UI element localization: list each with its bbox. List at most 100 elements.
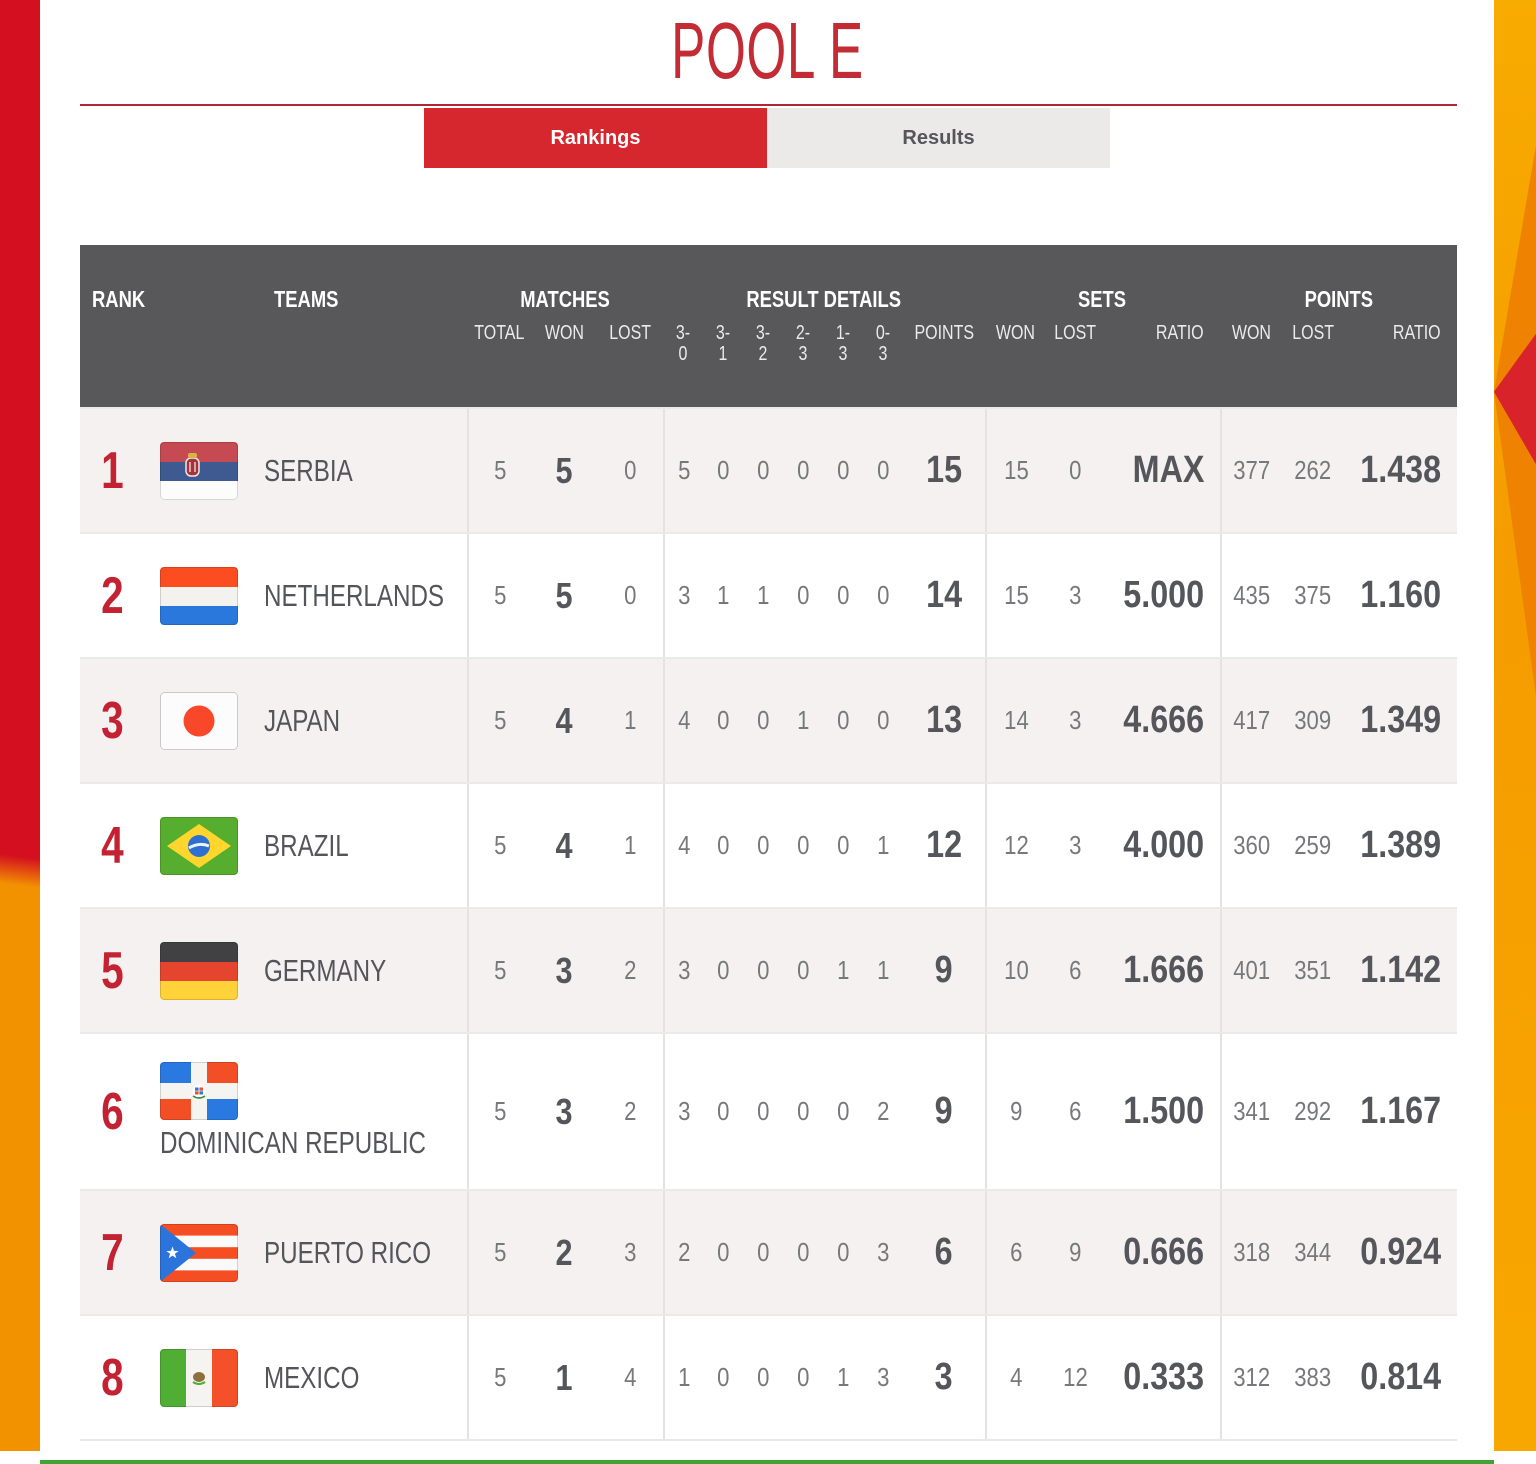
points-lost-cell: 309 <box>1294 705 1332 735</box>
result-3-0-cell: 3 <box>663 909 703 1032</box>
result-points-cell: 13 <box>926 699 962 741</box>
flag-japan-icon <box>160 691 238 750</box>
points-won-cell: 435 <box>1220 534 1282 657</box>
points-lost-cell: 351 <box>1294 955 1332 985</box>
points-won-cell: 318 <box>1220 1191 1282 1314</box>
header-matches-lost: LOST <box>609 322 651 344</box>
result-0-3-cell: 1 <box>876 830 890 860</box>
matches-total-cell: 5 <box>467 784 532 907</box>
header-group-result-details: RESULT DETAILS <box>746 285 902 312</box>
team-name: DOMINICAN REPUBLIC <box>160 1125 427 1160</box>
tab-results[interactable]: Results <box>767 108 1110 168</box>
points-lost-cell: 262 <box>1294 455 1332 485</box>
result-2-3-cell: 0 <box>796 1362 810 1392</box>
matches-lost-cell: 2 <box>623 1096 637 1126</box>
result-1-3-cell: 0 <box>836 830 850 860</box>
result-3-0-cell: 4 <box>663 659 703 782</box>
table-row: 5 GERMANY 5 3 2 3 0 0 0 1 1 9 10 6 1.666… <box>80 907 1457 1032</box>
result-1-3-cell: 0 <box>836 580 850 610</box>
result-points-cell: 14 <box>926 574 962 616</box>
team-name: SERBIA <box>264 452 353 488</box>
result-3-1-cell: 0 <box>716 1362 730 1392</box>
matches-lost-cell: 4 <box>623 1362 637 1392</box>
header-sets-lost: LOST <box>1054 322 1096 344</box>
sets-ratio-cell: 1.500 <box>1123 1090 1204 1132</box>
team-name: NETHERLANDS <box>264 577 445 613</box>
sets-won-cell: 15 <box>985 534 1045 657</box>
result-3-1-cell: 0 <box>716 1237 730 1267</box>
result-0-3-cell: 3 <box>876 1237 890 1267</box>
result-1-3-cell: 0 <box>836 1237 850 1267</box>
team-cell: DOMINICAN REPUBLIC <box>145 1034 467 1189</box>
result-3-1-cell: 0 <box>716 955 730 985</box>
header-points-won: WON <box>1231 322 1271 344</box>
header-teams: TEAMS <box>273 285 339 312</box>
matches-total-cell: 5 <box>467 1191 532 1314</box>
sets-won-cell: 14 <box>985 659 1045 782</box>
tab-rankings[interactable]: Rankings <box>424 108 767 168</box>
result-2-3-cell: 0 <box>796 1096 810 1126</box>
header-result-3-2: 3-2 <box>755 322 771 365</box>
result-2-3-cell: 0 <box>796 455 810 485</box>
sets-lost-cell: 0 <box>1068 455 1082 485</box>
result-0-3-cell: 2 <box>876 1096 890 1126</box>
result-3-2-cell: 0 <box>756 1237 770 1267</box>
sets-won-cell: 9 <box>985 1034 1045 1189</box>
flag-dominican-republic-icon <box>160 1062 238 1120</box>
points-ratio-cell: 1.142 <box>1360 949 1441 991</box>
header-sets-ratio: RATIO <box>1156 322 1204 344</box>
points-ratio-cell: 1.389 <box>1360 824 1441 866</box>
sets-lost-cell: 3 <box>1068 830 1082 860</box>
matches-total-cell: 5 <box>467 1034 532 1189</box>
result-3-2-cell: 0 <box>756 830 770 860</box>
matches-won-cell: 5 <box>555 449 574 491</box>
title-divider <box>80 104 1457 106</box>
matches-won-cell: 3 <box>555 949 574 991</box>
header-group-sets: SETS <box>1078 285 1127 312</box>
points-lost-cell: 375 <box>1294 580 1332 610</box>
header-result-1-3: 1-3 <box>835 322 851 365</box>
sets-won-cell: 4 <box>985 1316 1045 1439</box>
page-title-text: POOL E <box>670 6 864 95</box>
rank-cell: 2 <box>101 566 124 625</box>
result-2-3-cell: 0 <box>796 830 810 860</box>
matches-won-cell: 2 <box>555 1231 574 1273</box>
result-3-1-cell: 0 <box>716 455 730 485</box>
team-name: GERMANY <box>264 952 387 988</box>
table-row: 6 DOMINICAN REPUBLIC 5 3 2 3 0 0 0 0 2 9… <box>80 1032 1457 1189</box>
sets-lost-cell: 9 <box>1068 1237 1082 1267</box>
result-3-1-cell: 0 <box>716 705 730 735</box>
result-3-2-cell: 0 <box>756 955 770 985</box>
result-3-0-cell: 1 <box>663 1316 703 1439</box>
result-1-3-cell: 1 <box>836 1362 850 1392</box>
team-name: JAPAN <box>264 702 341 738</box>
rank-cell: 8 <box>101 1348 124 1407</box>
tab-bar: Rankings Results <box>40 108 1494 168</box>
pool-standings-table: RANK TEAMS MATCHES RESULT DETAILS SETS P… <box>80 245 1457 1441</box>
points-won-cell: 360 <box>1220 784 1282 907</box>
flag-puerto-rico-icon <box>160 1223 238 1282</box>
sets-ratio-cell: 4.666 <box>1123 699 1204 741</box>
matches-won-cell: 4 <box>555 699 574 741</box>
matches-lost-cell: 1 <box>623 830 637 860</box>
points-lost-cell: 259 <box>1294 830 1332 860</box>
team-cell: BRAZIL <box>145 784 467 907</box>
matches-won-cell: 1 <box>555 1356 574 1398</box>
result-2-3-cell: 1 <box>796 705 810 735</box>
points-won-cell: 312 <box>1220 1316 1282 1439</box>
result-3-2-cell: 1 <box>756 580 770 610</box>
matches-lost-cell: 0 <box>623 455 637 485</box>
result-0-3-cell: 0 <box>876 580 890 610</box>
team-name: BRAZIL <box>264 827 349 863</box>
flag-netherlands-icon <box>160 566 238 625</box>
table-row: 2 NETHERLANDS 5 5 0 3 1 1 0 0 0 14 15 3 … <box>80 532 1457 657</box>
sets-ratio-cell: 1.666 <box>1123 949 1204 991</box>
orange-wedge-shape <box>1494 145 1536 697</box>
matches-total-cell: 5 <box>467 409 532 532</box>
header-result-3-1: 3-1 <box>715 322 731 365</box>
matches-won-cell: 3 <box>555 1090 574 1132</box>
sets-ratio-cell: 5.000 <box>1123 574 1204 616</box>
team-cell: MEXICO <box>145 1316 467 1439</box>
matches-won-cell: 4 <box>555 824 574 866</box>
result-1-3-cell: 0 <box>836 455 850 485</box>
